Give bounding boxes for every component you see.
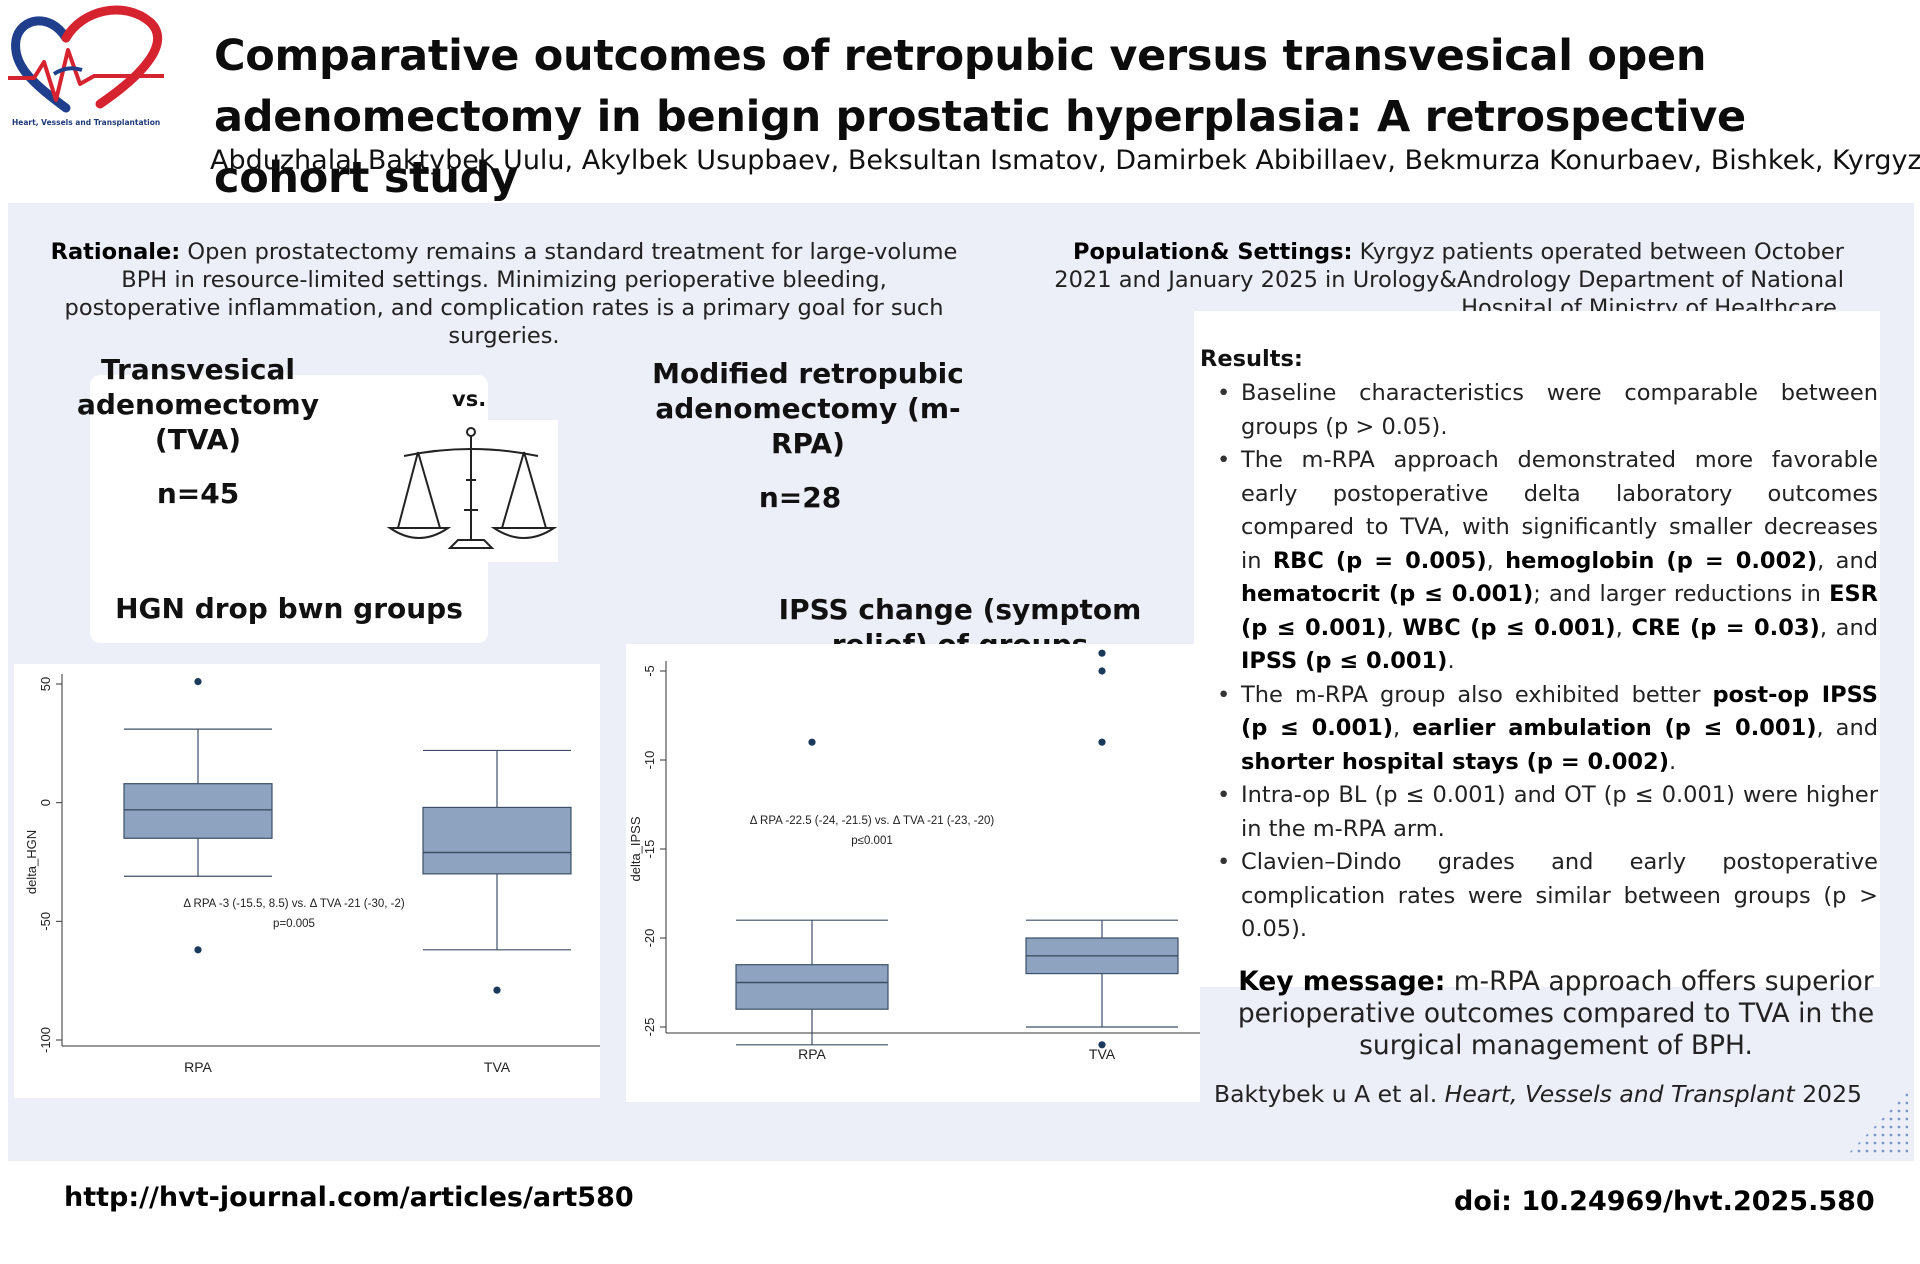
- results-text: ,: [1393, 715, 1413, 741]
- rpa-sample-size: n=28: [758, 481, 842, 514]
- citation-journal: Heart, Vessels and Transplant: [1444, 1080, 1795, 1108]
- results-item: Baseline characteristics were comparable…: [1212, 377, 1878, 444]
- rationale-paragraph: Rationale: Open prostatectomy remains a …: [44, 238, 964, 350]
- results-highlight: RBC (p = 0.005): [1272, 547, 1487, 574]
- y-tick-label: -15: [642, 840, 657, 859]
- y-axis-label: delta_IPSS: [628, 816, 643, 881]
- results-text: ,: [1615, 614, 1632, 641]
- hgn-boxplot-svg: 50 0 -50 -100 delta_HGN RPA TVA Δ RPA -3 (-15.5…: [24, 674, 600, 1075]
- x-category-label: RPA: [798, 1046, 826, 1062]
- journal-logo: Heart, Vessels and Transplantation: [4, 4, 174, 134]
- outlier-point: [493, 986, 501, 994]
- y-tick-label: -50: [38, 912, 53, 931]
- results-text: Clavien–Dindo grades and early postopera…: [1241, 849, 1878, 942]
- citation-authors: Baktybek u A et al.: [1214, 1080, 1445, 1108]
- results-text: .: [1447, 648, 1455, 674]
- results-item: The m-RPA group also exhibited better po…: [1212, 679, 1878, 780]
- dot-pattern-decoration: [1848, 1092, 1908, 1154]
- logo-caption: Heart, Vessels and Transplantation: [12, 118, 161, 127]
- outlier-point: [1098, 1041, 1106, 1049]
- y-axis-label: delta_HGN: [24, 830, 39, 894]
- x-category-label: RPA: [184, 1059, 212, 1075]
- results-text: Intra-op BL (p ≤ 0.001) and OT (p ≤ 0.00…: [1241, 782, 1878, 842]
- outlier-point: [1098, 738, 1106, 746]
- x-category-label: TVA: [484, 1059, 511, 1075]
- results-item: The m-RPA approach demonstrated more fav…: [1212, 444, 1878, 679]
- rpa-group-name: Modified retropubic adenomectomy (m-RPA): [652, 357, 964, 460]
- results-list: Baseline characteristics were comparable…: [1212, 377, 1878, 947]
- y-tick-label: -25: [642, 1018, 657, 1037]
- results-highlight: shorter hospital stays (p = 0.002): [1241, 748, 1669, 775]
- ipss-boxplot-svg: -5 -10 -15 -20 -25 delta_IPSS RPA TVA Δ RPA -22.…: [628, 649, 1200, 1062]
- y-tick-label: 0: [38, 799, 53, 806]
- y-tick-label: -100: [38, 1027, 53, 1053]
- box-rpa: [123, 783, 273, 839]
- results-text: The m-RPA group also exhibited better: [1241, 681, 1713, 708]
- versus-label: vs.: [452, 387, 487, 411]
- results-text: ,: [1486, 547, 1506, 574]
- results-text: .: [1668, 748, 1677, 775]
- y-tick-label: -20: [642, 929, 657, 948]
- x-category-label: TVA: [1089, 1046, 1116, 1062]
- results-text: , and: [1819, 614, 1878, 641]
- results-text: ,: [1386, 614, 1403, 641]
- results-highlight: CRE (p = 0.03): [1631, 614, 1820, 641]
- results-text: The m-RPA approach demonstrated more fav…: [1241, 447, 1878, 574]
- author-list: Abduzhalal Baktybek Uulu, Akylbek Usupba…: [210, 145, 1920, 176]
- results-heading: Results:: [1200, 346, 1303, 372]
- y-tick-label: -5: [642, 665, 657, 677]
- results-highlight: post-op IPSS (p ≤ 0.001): [1241, 681, 1878, 742]
- poster-title: Comparative outcomes of retropubic versu…: [214, 31, 1746, 203]
- results-text: ; and larger reductions in: [1533, 581, 1830, 607]
- key-message-text: m-RPA approach offers superior periopera…: [1237, 966, 1875, 1061]
- results-highlight: IPSS (p ≤ 0.001): [1241, 648, 1448, 674]
- results-highlight: ESR (p ≤ 0.001): [1241, 581, 1878, 641]
- heart-logo-icon: [8, 5, 164, 113]
- results-highlight: hematocrit (p ≤ 0.001): [1241, 581, 1534, 607]
- chart-annotation: Δ RPA -3 (-15.5, 8.5) vs. Δ TVA -21 (-30…: [183, 898, 405, 910]
- results-highlight: WBC (p ≤ 0.001): [1402, 614, 1616, 641]
- results-highlight: earlier ambulation (p ≤ 0.001): [1412, 715, 1817, 741]
- hgn-boxplot-chart: 50 0 -50 -100 delta_HGN RPA TVA Δ RPA -3 (-15.5…: [14, 664, 600, 1098]
- box-tva: [422, 806, 572, 875]
- doi-label: doi: 10.24969/hvt.2025.580: [1454, 1186, 1875, 1217]
- results-item: Clavien–Dindo grades and early postopera…: [1212, 846, 1878, 947]
- outlier-point: [194, 946, 202, 954]
- tva-group-name: Transvesical adenomectomy (TVA): [77, 353, 319, 456]
- y-tick-label: -10: [642, 751, 657, 770]
- ipss-boxplot-chart: -5 -10 -15 -20 -25 delta_IPSS RPA TVA Δ RPA -22.…: [626, 644, 1200, 1102]
- key-message-label: Key message:: [1238, 966, 1446, 997]
- results-item: Intra-op BL (p ≤ 0.001) and OT (p ≤ 0.00…: [1212, 779, 1878, 846]
- results-text: , and: [1817, 547, 1878, 574]
- chart-annotation: Δ RPA -22.5 (-24, -21.5) vs. Δ TVA -21 (…: [750, 815, 995, 827]
- hgn-chart-heading: HGN drop bwn groups: [115, 592, 463, 625]
- outlier-point: [808, 738, 816, 746]
- results-text: Baseline characteristics were comparable…: [1241, 380, 1878, 440]
- outlier-point: [1098, 649, 1106, 657]
- article-url-link[interactable]: http://hvt-journal.com/articles/art580: [64, 1182, 634, 1213]
- rationale-text: Open prostatectomy remains a standard tr…: [64, 239, 958, 349]
- outlier-point: [1098, 667, 1106, 675]
- outlier-point: [194, 678, 202, 686]
- key-message: Key message: m-RPA approach offers super…: [1218, 966, 1894, 1062]
- box-rpa: [735, 964, 889, 1010]
- chart-annotation: p≤0.001: [851, 835, 893, 847]
- tva-sample-size: n=45: [156, 477, 240, 510]
- population-paragraph: Population& Settings: Kyrgyz patients op…: [1024, 238, 1844, 322]
- population-label: Population& Settings:: [1072, 239, 1353, 265]
- y-tick-label: 50: [38, 677, 53, 691]
- balance-scale-icon: [384, 420, 558, 562]
- results-highlight: hemoglobin (p = 0.002): [1505, 547, 1818, 574]
- rationale-label: Rationale:: [50, 239, 181, 265]
- results-text: , and: [1816, 715, 1878, 741]
- citation-year: 2025: [1794, 1080, 1862, 1108]
- citation: Baktybek u A et al. Heart, Vessels and T…: [1196, 1080, 1862, 1108]
- chart-annotation: p=0.005: [273, 918, 315, 930]
